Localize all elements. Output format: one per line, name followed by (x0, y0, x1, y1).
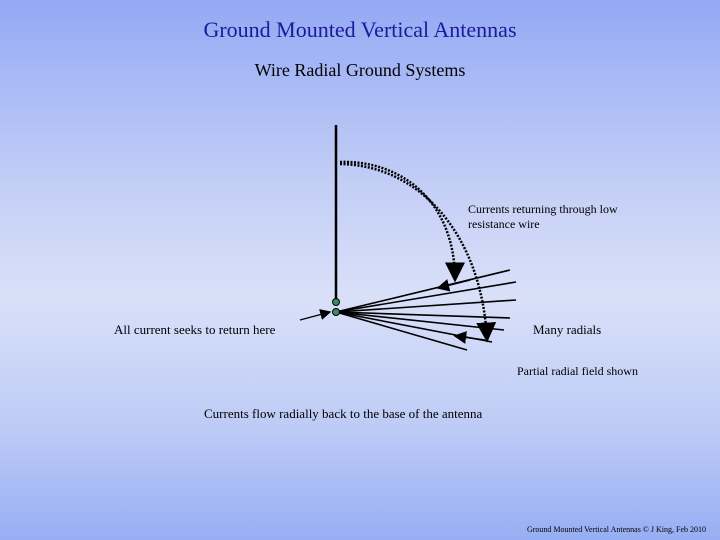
radials (335, 269, 517, 351)
radial-current-arrow (436, 279, 471, 292)
radial-current-arrow (453, 331, 486, 344)
radial (335, 281, 517, 313)
ground-node-icon (332, 308, 340, 316)
radial (335, 269, 511, 313)
flow-label: Currents flow radially back to the base … (204, 406, 483, 421)
seeks-label: All current seeks to return here (114, 322, 276, 337)
radial (335, 299, 517, 313)
slide-subtitle: Wire Radial Ground Systems (254, 60, 466, 80)
footer: Ground Mounted Vertical Antennas © J Kin… (526, 525, 706, 534)
radial (335, 311, 468, 351)
seeks-arrow (299, 309, 332, 321)
slide-title: Ground Mounted Vertical Antennas (203, 17, 517, 42)
many-radials-label: Many radials (533, 322, 602, 337)
feed-node-icon (332, 298, 340, 306)
radial (335, 311, 505, 331)
partial-field-label: Partial radial field shown (517, 364, 638, 378)
currents-returning-label-2: resistance wire (468, 217, 540, 231)
return-current-path (339, 162, 497, 343)
radial (335, 311, 511, 319)
currents-returning-label-1: Currents returning through low (468, 202, 618, 216)
return-current-path (339, 160, 465, 283)
